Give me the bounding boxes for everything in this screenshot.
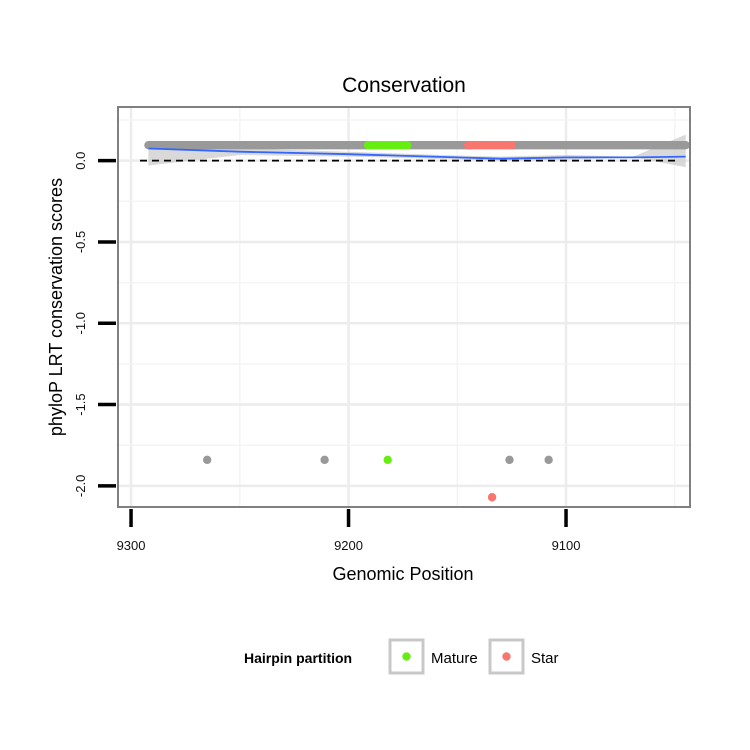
y-tick-label: -0.5	[73, 231, 88, 253]
legend-key-mature	[402, 652, 411, 661]
y-tick-label: -1.5	[73, 393, 88, 415]
scatter-points	[202, 455, 553, 502]
x-tick-label: 9200	[334, 538, 363, 553]
y-tick-label: 0.0	[73, 152, 88, 170]
chart-title: Conservation	[342, 74, 466, 97]
y-axis-title: phyloP LRT conservation scores	[46, 178, 66, 436]
panel-border	[117, 106, 691, 508]
legend-label-mature: Mature	[431, 650, 478, 667]
smooth-line-layer	[148, 147, 686, 160]
data-point-other	[544, 455, 553, 465]
data-point-other	[505, 455, 514, 465]
y-tick-label: -2.0	[73, 475, 88, 497]
y-tick-label: -1.0	[73, 312, 88, 334]
x-axis: 9300 9200 9100	[117, 509, 581, 553]
data-point-mature	[383, 455, 392, 465]
point-band-star	[463, 141, 516, 150]
point-bands	[144, 141, 690, 150]
plot-panel	[117, 106, 691, 508]
smooth-confidence-ribbon	[148, 134, 686, 168]
point-band-mature	[363, 141, 412, 150]
point-band-other	[507, 141, 690, 150]
smooth-ribbon-layer	[148, 134, 686, 168]
panel-background	[118, 107, 690, 507]
legend-entries: Mature Star	[388, 638, 559, 675]
x-tick-label: 9100	[552, 538, 581, 553]
legend-label-star: Star	[531, 650, 559, 667]
data-point-star	[487, 493, 497, 502]
data-point-other	[320, 455, 329, 465]
legend-key-star	[502, 652, 511, 661]
legend-title: Hairpin partition	[244, 650, 352, 666]
smooth-trend-line	[148, 147, 686, 160]
point-band-other	[144, 141, 373, 150]
y-axis: 0.0 -0.5 -1.0 -1.5 -2.0	[73, 152, 116, 497]
grid-lines	[118, 107, 690, 507]
x-axis-title: Genomic Position	[332, 564, 473, 584]
data-point-other	[202, 455, 212, 465]
x-tick-label: 9300	[117, 538, 146, 553]
point-band-other	[403, 141, 473, 150]
legend: Hairpin partition Mature Star	[244, 638, 559, 675]
